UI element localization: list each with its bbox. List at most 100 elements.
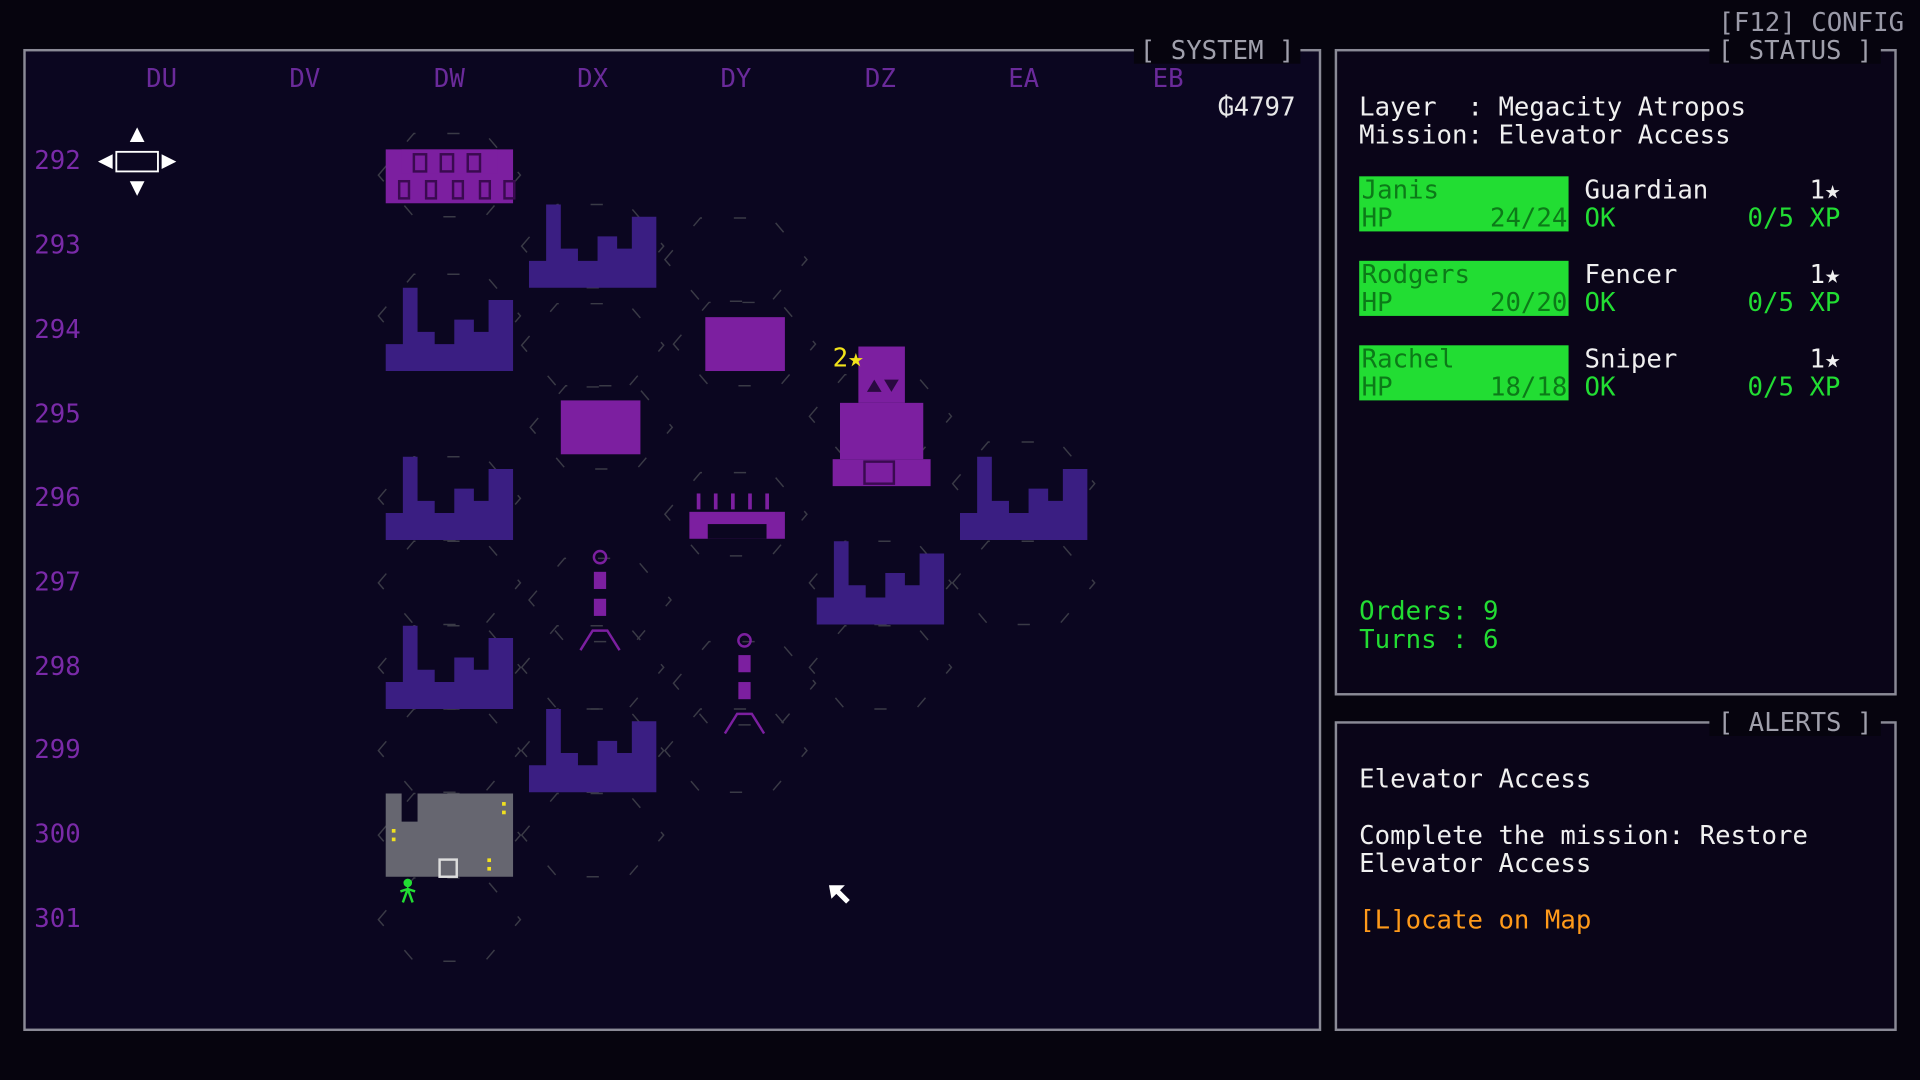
config-button[interactable]: [F12] CONFIG [1718,8,1904,38]
unit-name: Rachel [1362,345,1455,375]
pylon [593,571,607,589]
building-detail [439,153,455,173]
alert-body: Elevator Access [1359,849,1591,879]
building-detail [451,180,465,200]
light [487,858,492,863]
light [502,810,506,815]
building-detail [765,493,769,510]
pylon [593,598,607,616]
column-label: DW [434,64,465,94]
row-label: 297 [34,567,80,597]
pylon [738,655,751,673]
row-label: 293 [34,231,80,261]
hex-cell [520,302,665,388]
title-backdrop [1709,36,1881,64]
building-detail [424,180,438,200]
hex-cell [377,132,522,218]
nav-arrow[interactable] [97,154,113,169]
orders: Orders: 9 [1359,597,1498,627]
nav-arrow[interactable] [161,154,177,169]
building [705,317,785,372]
panel-title: [ SYSTEM ] [1140,36,1295,66]
unit-condition: OK [1584,204,1615,234]
column-label: DU [146,64,177,94]
unit[interactable] [401,885,414,903]
light [502,802,506,806]
hex-cell [528,557,672,643]
building-detail [713,493,718,510]
building [528,204,657,288]
hex-cell [377,273,522,359]
building [560,400,641,455]
locate-link[interactable]: [L]ocate on Map [1359,905,1591,935]
unit-rank: 1★ [1809,176,1840,206]
building-gap [707,524,767,539]
row-label: 295 [34,400,80,430]
unit-rank: 1★ [1809,345,1840,375]
hex-cell [672,640,817,726]
nav-center[interactable] [115,150,159,173]
mission-marker: 2★ [833,343,864,373]
hex-cell [529,384,674,470]
building-detail [863,460,896,485]
hex-cell [663,471,808,557]
building-detail [696,493,701,510]
hex-cell [520,624,665,710]
hex-cell [951,540,1096,626]
unit-xp: 0/5 XP [1748,288,1841,318]
column-label: EA [1008,64,1039,94]
building-detail [397,180,411,200]
column-label: DV [289,64,320,94]
hp-value: 20/20 [1490,288,1567,318]
hex-cell [951,441,1096,527]
light [487,866,492,871]
title-backdrop [1709,708,1881,736]
hex-cell [808,373,953,459]
unit-class: Fencer [1584,260,1677,290]
building [385,456,514,540]
column-label: DZ [865,64,896,94]
row-label: 300 [34,820,80,850]
unit-xp: 0/5 XP [1748,373,1841,403]
panel-title: [ ALERTS ] [1718,708,1873,738]
building [816,541,945,625]
building [385,625,514,709]
hex-cell [377,877,522,962]
nav-arrow[interactable] [129,127,145,143]
unit-xp: 0/5 XP [1748,204,1841,234]
unit-rank: 1★ [1809,260,1840,290]
hp-value: 18/18 [1490,373,1567,403]
hp-card[interactable] [1359,260,1569,316]
building-detail [503,180,516,200]
pylon [723,712,766,735]
hex-cell [663,217,808,302]
hp-label: HP [1362,373,1393,403]
pylon [738,682,751,700]
unit-condition: OK [1584,288,1615,318]
column-label: DY [720,64,751,94]
building [385,287,514,372]
unit[interactable] [403,878,413,888]
row-label: 294 [34,315,80,345]
base-door [438,858,458,878]
building-detail [748,493,752,510]
column-label: EB [1153,64,1184,94]
hp-card[interactable] [1359,345,1569,401]
mission: Mission: Elevator Access [1359,120,1730,150]
unit-class: Guardian [1584,176,1708,206]
hex-cell [663,708,808,793]
hex-cell [377,792,522,878]
unit-condition: OK [1584,373,1615,403]
nav-arrow[interactable] [129,181,145,196]
hp-label: HP [1362,288,1393,318]
alerts-panel [1334,721,1897,1032]
hp-card[interactable] [1359,176,1569,232]
unit-name: Janis [1362,176,1439,206]
hex-cell [808,624,953,710]
map: 2★ [97,127,1096,962]
credits: ₲4797 [1218,92,1295,122]
light [391,828,396,833]
row-label: 301 [34,904,80,934]
row-label: 298 [34,652,80,682]
